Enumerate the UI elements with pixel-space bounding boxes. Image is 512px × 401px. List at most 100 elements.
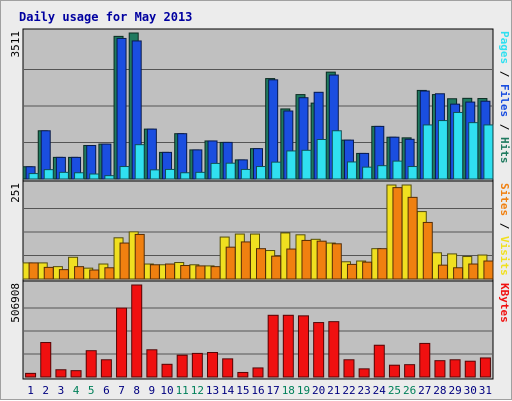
bar-hits-pages-day-11 bbox=[180, 172, 191, 180]
legend-segment-visits-0: Sites bbox=[498, 183, 511, 216]
x-tick-label-day-12: 12 bbox=[191, 384, 204, 397]
bar-kbytes-kbytes-day-18 bbox=[282, 314, 294, 378]
x-tick-label-day-18: 18 bbox=[282, 384, 295, 397]
bar-visits-sites-day-30 bbox=[468, 263, 479, 280]
bar-kbytes-kbytes-day-20 bbox=[313, 322, 325, 378]
bar-visits-sites-day-28 bbox=[437, 264, 448, 280]
x-tick-label-day-29: 29 bbox=[448, 384, 461, 397]
x-tick-label-day-23: 23 bbox=[358, 384, 371, 397]
bar-visits-sites-day-1 bbox=[28, 262, 39, 280]
bar-hits-pages-day-3 bbox=[58, 171, 69, 180]
bar-kbytes-kbytes-day-10 bbox=[161, 363, 173, 378]
bar-hits-pages-day-19 bbox=[301, 149, 312, 180]
bar-visits-sites-day-24 bbox=[377, 248, 388, 280]
bar-hits-files-day-7 bbox=[116, 37, 127, 180]
bar-kbytes-kbytes-day-6 bbox=[100, 359, 112, 378]
x-tick-label-day-2: 2 bbox=[42, 384, 49, 397]
bar-hits-files-day-11 bbox=[177, 133, 188, 180]
bar-kbytes-kbytes-day-13 bbox=[207, 351, 219, 378]
legend-segment-visits-1: / bbox=[498, 216, 511, 236]
bar-visits-sites-day-25 bbox=[392, 187, 403, 280]
bar-kbytes-kbytes-day-8 bbox=[131, 284, 143, 378]
x-tick-label-day-10: 10 bbox=[160, 384, 173, 397]
bar-kbytes-kbytes-day-7 bbox=[116, 307, 128, 378]
bar-visits-sites-day-8 bbox=[134, 233, 145, 280]
bar-visits-sites-day-9 bbox=[149, 264, 160, 280]
bar-kbytes-kbytes-day-16 bbox=[252, 367, 264, 378]
bar-visits-sites-day-11 bbox=[180, 265, 191, 280]
x-tick-label-day-16: 16 bbox=[251, 384, 264, 397]
bar-hits-pages-day-17 bbox=[271, 161, 282, 180]
bar-hits-pages-day-29 bbox=[453, 111, 464, 180]
bar-hits-pages-day-24 bbox=[377, 165, 388, 180]
bar-kbytes-kbytes-day-12 bbox=[191, 352, 203, 378]
bar-hits-pages-day-30 bbox=[468, 122, 479, 180]
x-tick-label-day-11: 11 bbox=[176, 384, 189, 397]
legend-segment-hits-3: / bbox=[498, 117, 511, 137]
bar-visits-sites-day-19 bbox=[301, 239, 312, 280]
legend-segment-hits-4: Hits bbox=[498, 137, 511, 164]
legend-hits: Pages / Files / Hits bbox=[498, 31, 511, 164]
bar-visits-sites-day-15 bbox=[240, 241, 251, 280]
x-tick-label-day-9: 9 bbox=[149, 384, 156, 397]
bar-hits-pages-day-13 bbox=[210, 162, 221, 180]
bar-hits-pages-day-16 bbox=[256, 166, 266, 180]
bar-visits-sites-day-27 bbox=[422, 221, 433, 280]
x-tick-label-day-31: 31 bbox=[479, 384, 492, 397]
x-tick-label-day-25: 25 bbox=[388, 384, 401, 397]
bar-kbytes-kbytes-day-3 bbox=[55, 369, 67, 378]
bar-visits-sites-day-22 bbox=[346, 263, 357, 280]
bar-kbytes-kbytes-day-26 bbox=[404, 364, 416, 378]
bar-hits-pages-day-28 bbox=[437, 120, 448, 180]
bar-hits-pages-day-10 bbox=[165, 168, 176, 180]
bar-visits-sites-day-20 bbox=[316, 240, 327, 280]
bar-hits-pages-day-8 bbox=[134, 144, 145, 180]
legend-segment-kbytes-0: KBytes bbox=[498, 283, 511, 323]
legend-kbytes: KBytes bbox=[498, 283, 511, 323]
bar-kbytes-kbytes-day-1 bbox=[25, 372, 37, 378]
x-tick-label-day-19: 19 bbox=[297, 384, 310, 397]
x-tick-label-day-27: 27 bbox=[418, 384, 431, 397]
bar-hits-pages-day-12 bbox=[195, 171, 206, 180]
x-tick-label-day-1: 1 bbox=[27, 384, 34, 397]
bar-visits-sites-day-18 bbox=[286, 248, 297, 280]
bar-visits-sites-day-17 bbox=[271, 255, 282, 280]
bar-hits-pages-day-23 bbox=[362, 166, 373, 180]
bar-visits-sites-day-10 bbox=[165, 263, 176, 280]
legend-segment-hits-0: Pages bbox=[498, 31, 511, 64]
bar-visits-sites-day-13 bbox=[210, 266, 221, 280]
max-label-visits: 251 bbox=[9, 183, 22, 203]
bar-kbytes-kbytes-day-22 bbox=[343, 359, 355, 378]
x-tick-label-day-26: 26 bbox=[403, 384, 416, 397]
legend-segment-hits-1: / bbox=[498, 64, 511, 84]
bar-kbytes-kbytes-day-15 bbox=[237, 371, 249, 378]
bar-visits-sites-day-5 bbox=[89, 269, 100, 280]
bar-visits-sites-day-7 bbox=[119, 242, 130, 280]
bar-visits-sites-day-14 bbox=[225, 246, 236, 280]
bar-visits-sites-day-26 bbox=[407, 196, 418, 280]
bar-kbytes-kbytes-day-25 bbox=[388, 364, 400, 378]
bar-visits-sites-day-4 bbox=[74, 266, 85, 280]
bar-hits-pages-day-22 bbox=[346, 161, 357, 180]
bar-kbytes-kbytes-day-28 bbox=[434, 360, 446, 378]
x-tick-label-day-4: 4 bbox=[73, 384, 80, 397]
x-tick-label-day-15: 15 bbox=[236, 384, 249, 397]
bar-kbytes-kbytes-day-11 bbox=[176, 354, 188, 378]
bar-hits-pages-day-31 bbox=[483, 124, 494, 180]
x-tick-label-day-14: 14 bbox=[221, 384, 235, 397]
x-tick-label-day-21: 21 bbox=[327, 384, 340, 397]
bar-kbytes-kbytes-day-9 bbox=[146, 349, 158, 378]
bar-hits-pages-day-6 bbox=[104, 175, 115, 180]
x-tick-label-day-3: 3 bbox=[58, 384, 65, 397]
bar-kbytes-kbytes-day-21 bbox=[328, 321, 340, 378]
bar-visits-sites-day-16 bbox=[256, 248, 266, 280]
bar-hits-pages-day-15 bbox=[240, 168, 251, 180]
max-label-kbytes: 506908 bbox=[9, 283, 22, 323]
x-tick-label-day-20: 20 bbox=[312, 384, 325, 397]
x-tick-label-day-8: 8 bbox=[133, 384, 140, 397]
bar-hits-pages-day-7 bbox=[119, 166, 130, 180]
bar-kbytes-kbytes-day-19 bbox=[297, 315, 309, 378]
x-tick-label-day-5: 5 bbox=[88, 384, 95, 397]
